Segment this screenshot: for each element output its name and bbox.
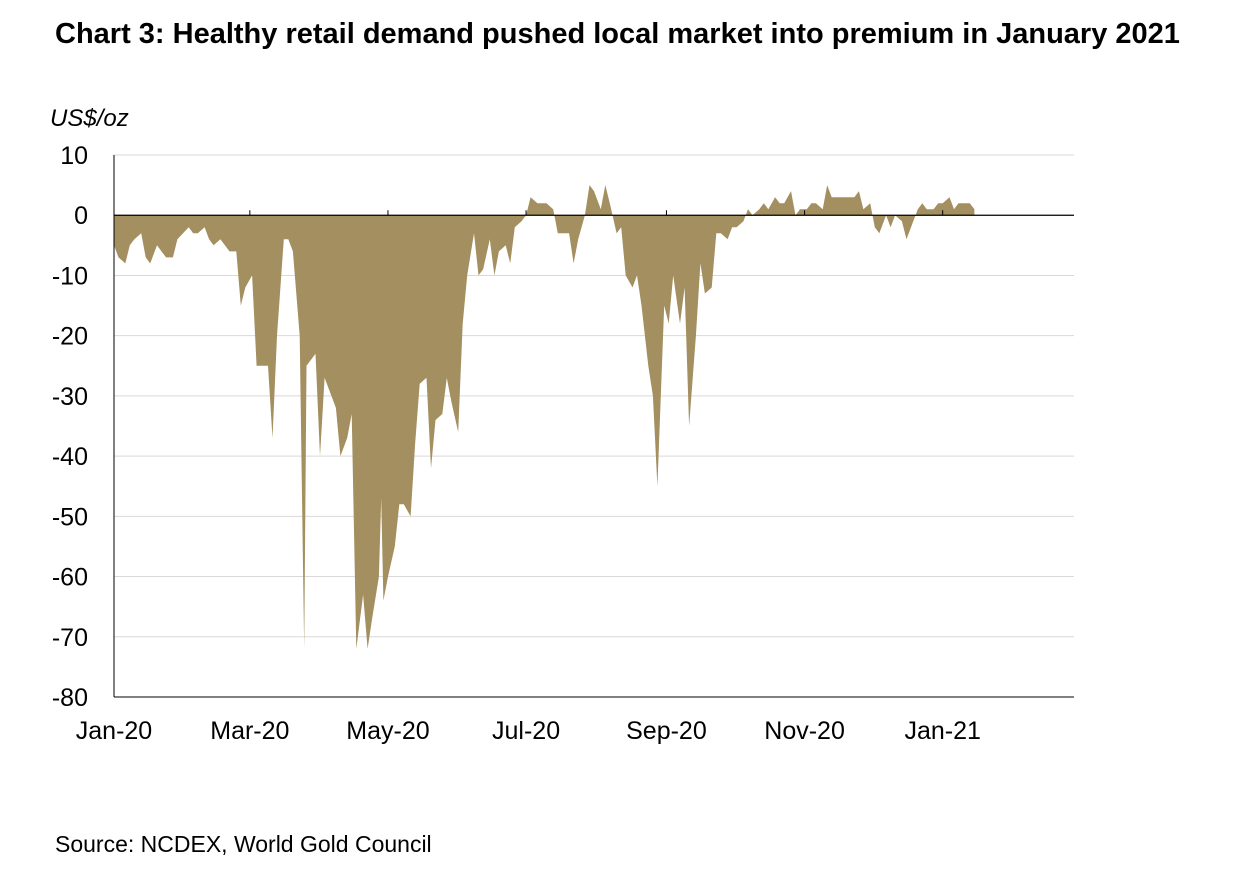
x-tick-label: Jan-20 <box>76 717 152 745</box>
y-tick-label: -20 <box>52 323 88 351</box>
x-tick-label: Jan-21 <box>904 717 980 745</box>
x-tick-label: May-20 <box>346 717 429 745</box>
y-tick-label: -80 <box>52 684 88 712</box>
source-note: Source: NCDEX, World Gold Council <box>55 831 432 857</box>
x-tick-label: Jul-20 <box>492 717 560 745</box>
y-tick-label: -10 <box>52 262 88 290</box>
y-tick-label: -60 <box>52 564 88 592</box>
y-tick-label: 0 <box>74 202 88 230</box>
y-tick-label: -70 <box>52 624 88 652</box>
y-axis-tick-labels: 10 0 -10 -20 -30 -40 -50 -60 -70 -80 <box>52 142 88 712</box>
x-tick-label: Mar-20 <box>210 717 289 745</box>
y-tick-label: -40 <box>52 443 88 471</box>
gridlines <box>114 154 1074 638</box>
y-tick-label: -50 <box>52 503 88 531</box>
premium-discount-area <box>114 185 975 649</box>
y-axis-unit-label: US$/oz <box>50 105 129 132</box>
axes <box>113 155 1074 698</box>
chart-title: Chart 3: Healthy retail demand pushed lo… <box>55 18 1180 50</box>
x-tick-label: Nov-20 <box>764 717 845 745</box>
x-tick-label: Sep-20 <box>626 717 707 745</box>
x-axis-tick-labels: Jan-20 Mar-20 May-20 Jul-20 Sep-20 Nov-20 Jan-… <box>76 717 981 745</box>
y-tick-label: 10 <box>60 142 88 170</box>
y-tick-label: -30 <box>52 383 88 411</box>
